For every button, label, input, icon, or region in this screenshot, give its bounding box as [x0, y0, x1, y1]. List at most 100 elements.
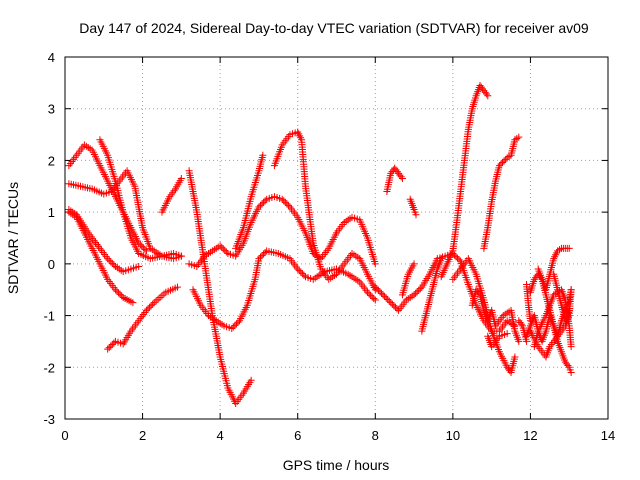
data-point	[150, 299, 158, 307]
data-point	[390, 302, 398, 310]
data-point	[258, 252, 266, 260]
data-point	[475, 289, 483, 297]
data-point	[387, 299, 395, 307]
data-point	[413, 288, 421, 296]
data-point	[149, 300, 157, 308]
data-point	[384, 296, 392, 304]
data-point	[367, 291, 375, 299]
data-point	[221, 246, 229, 254]
data-point	[104, 345, 112, 353]
data-point	[300, 271, 308, 279]
data-point	[373, 285, 381, 293]
data-point	[147, 302, 155, 310]
data-point	[454, 254, 462, 262]
data-point	[256, 253, 264, 261]
data-point	[113, 287, 121, 295]
data-point	[281, 198, 289, 206]
y-tick-label: 4	[48, 50, 55, 65]
data-point	[232, 320, 240, 328]
data-point	[156, 293, 164, 301]
data-point	[258, 200, 266, 208]
data-point	[382, 294, 390, 302]
series-track-j	[185, 193, 379, 270]
y-tick-label: -3	[43, 412, 55, 427]
y-tick-label: 2	[48, 153, 55, 168]
data-point	[218, 243, 226, 251]
series-track-i	[189, 247, 379, 332]
data-point	[437, 255, 445, 263]
y-tick-label: 1	[48, 205, 55, 220]
plot-frame	[64, 56, 609, 420]
data-point	[228, 325, 236, 332]
data-point	[515, 133, 523, 141]
data-point	[108, 341, 116, 349]
series-track-q	[418, 255, 445, 335]
data-point	[255, 203, 263, 211]
data-point	[537, 274, 545, 282]
data-point	[511, 353, 519, 361]
data-point	[135, 239, 143, 247]
data-point	[229, 323, 237, 331]
series-track-ab	[484, 330, 511, 351]
data-point	[370, 295, 378, 303]
data-point	[105, 344, 113, 352]
series-track-e	[65, 206, 143, 276]
data-point	[129, 299, 137, 307]
data-point	[567, 343, 575, 351]
data-point	[567, 368, 575, 376]
data-point	[497, 160, 505, 168]
data-point	[216, 242, 224, 250]
data-point	[294, 265, 302, 273]
series-track-p	[398, 260, 418, 299]
data-point	[278, 195, 286, 203]
data-point	[110, 339, 118, 347]
data-point	[455, 256, 463, 264]
data-point	[141, 245, 149, 253]
grid	[65, 57, 608, 419]
data-point	[415, 286, 423, 294]
data-point	[116, 290, 124, 298]
data-point	[247, 376, 255, 384]
x-tick-label: 12	[523, 428, 537, 443]
data-points	[65, 81, 575, 407]
data-point	[158, 292, 166, 300]
y-tick-label: 0	[48, 257, 55, 272]
data-point	[412, 211, 420, 219]
data-point	[231, 321, 239, 329]
data-point	[416, 285, 424, 293]
data-point	[374, 286, 382, 294]
x-tick-label: 10	[446, 428, 460, 443]
series-track-l	[270, 128, 379, 294]
data-point	[108, 259, 116, 267]
data-point	[412, 289, 420, 297]
data-point	[371, 296, 379, 304]
data-point	[104, 255, 112, 263]
data-point	[261, 248, 269, 256]
data-point	[260, 198, 268, 206]
series-track-o	[406, 195, 420, 219]
y-tick-label: 3	[48, 102, 55, 117]
data-point	[388, 300, 396, 308]
data-point	[410, 291, 418, 299]
data-point	[567, 286, 575, 294]
data-point	[376, 288, 384, 296]
data-point	[283, 200, 291, 208]
data-point	[256, 201, 264, 209]
data-point	[371, 283, 379, 291]
y-axis-label: SDTVAR / TECUs	[5, 182, 21, 294]
chart-title: Day 147 of 2024, Sidereal Day-to-day VTE…	[79, 20, 589, 36]
series-track-g	[158, 175, 185, 216]
data-point	[136, 241, 144, 249]
data-point	[452, 253, 460, 261]
data-point	[255, 255, 263, 263]
series-track-u	[468, 286, 523, 345]
data-point	[177, 252, 185, 260]
data-point	[379, 291, 387, 299]
series-track-ad	[550, 270, 573, 325]
data-point	[115, 289, 123, 297]
x-tick-label: 0	[61, 428, 68, 443]
y-tick-label: -1	[43, 309, 55, 324]
data-point	[526, 317, 534, 325]
data-point	[144, 305, 152, 313]
